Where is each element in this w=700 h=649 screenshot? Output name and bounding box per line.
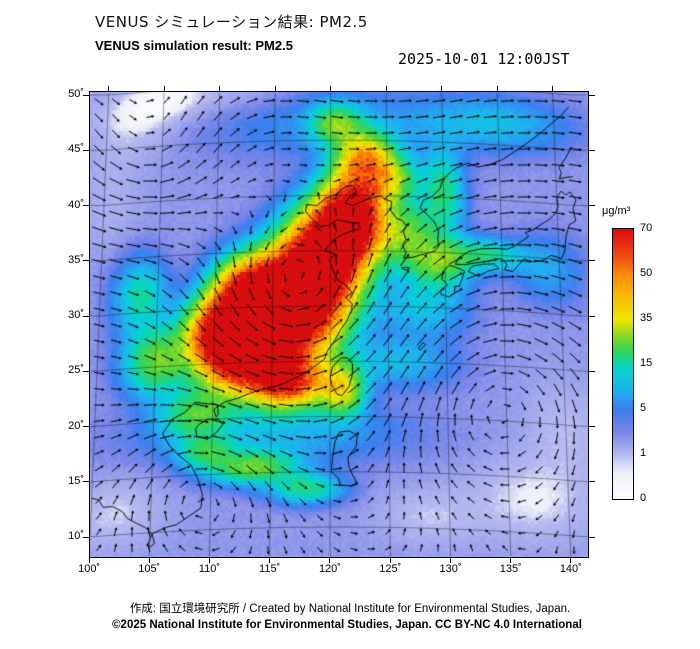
legend-tick-label: 0 (640, 492, 647, 504)
legend-tick-label: 15 (640, 357, 653, 369)
lon-tick-label: 135˚ (499, 563, 522, 575)
legend-tick-label: 1 (640, 447, 647, 459)
lat-tick-label: 40˚ (68, 198, 84, 211)
lat-tick-label: 25˚ (68, 364, 84, 377)
lon-tick-label: 115˚ (259, 563, 281, 575)
lat-tick-right (589, 205, 595, 206)
lat-tick-label: 20˚ (68, 419, 84, 432)
lon-tick-label: 120˚ (318, 563, 341, 575)
footer-credit: 作成: 国立環境研究所 / Created by National Instit… (129, 603, 571, 615)
lat-tick-right (589, 481, 595, 483)
pm25-map-canvas (90, 92, 588, 557)
lon-tick-bottom (510, 558, 512, 563)
lon-tick-bottom (389, 558, 391, 563)
lon-tick-label: 140˚ (559, 563, 582, 575)
footer-license: ©2025 National Institute for Environment… (112, 619, 582, 631)
map-frame (89, 91, 589, 558)
lat-tick-label: 15˚ (68, 474, 84, 487)
lon-tick-label: 130˚ (439, 563, 462, 575)
lat-tick-label: 50˚ (68, 88, 84, 100)
lon-tick-label: 110˚ (198, 563, 220, 575)
legend-tick-label: 5 (640, 402, 647, 414)
lon-tick-label: 125˚ (379, 563, 402, 575)
lat-tick-right (589, 370, 595, 372)
page-title-english: VENUS simulation result: PM2.5 (95, 38, 293, 53)
lat-tick-right (589, 315, 595, 317)
lat-tick-label: 30˚ (68, 309, 84, 321)
lat-tick-label: 10˚ (68, 530, 84, 542)
lon-tick-bottom (88, 558, 90, 563)
lon-tick-bottom (450, 558, 452, 563)
lat-tick-right (589, 94, 595, 96)
timestamp: 2025-10-01 12:00JST (398, 50, 570, 68)
lat-tick-right (589, 149, 595, 151)
lat-tick-label: 35˚ (68, 253, 84, 266)
page-title-japanese: VENUS シミュレーション結果: PM2.5 (95, 13, 368, 31)
legend-unit-label: μg/m³ (602, 205, 631, 217)
lat-tick-right (589, 260, 595, 262)
legend-tick-label: 35 (640, 312, 653, 324)
legend-tick-label: 70 (640, 222, 653, 234)
lon-tick-bottom (148, 558, 150, 563)
lon-tick-label: 105˚ (138, 563, 161, 575)
legend-tick-label: 50 (640, 267, 653, 279)
lon-tick-bottom (329, 558, 331, 563)
lat-tick-label: 45˚ (68, 143, 84, 156)
legend-colorbar (612, 228, 634, 500)
lon-tick-label: 100˚ (78, 563, 101, 575)
lon-tick-bottom (208, 558, 210, 563)
lat-tick-right (589, 426, 595, 427)
lat-tick-right (589, 536, 595, 538)
lon-tick-bottom (269, 558, 271, 563)
lon-tick-bottom (570, 558, 572, 563)
